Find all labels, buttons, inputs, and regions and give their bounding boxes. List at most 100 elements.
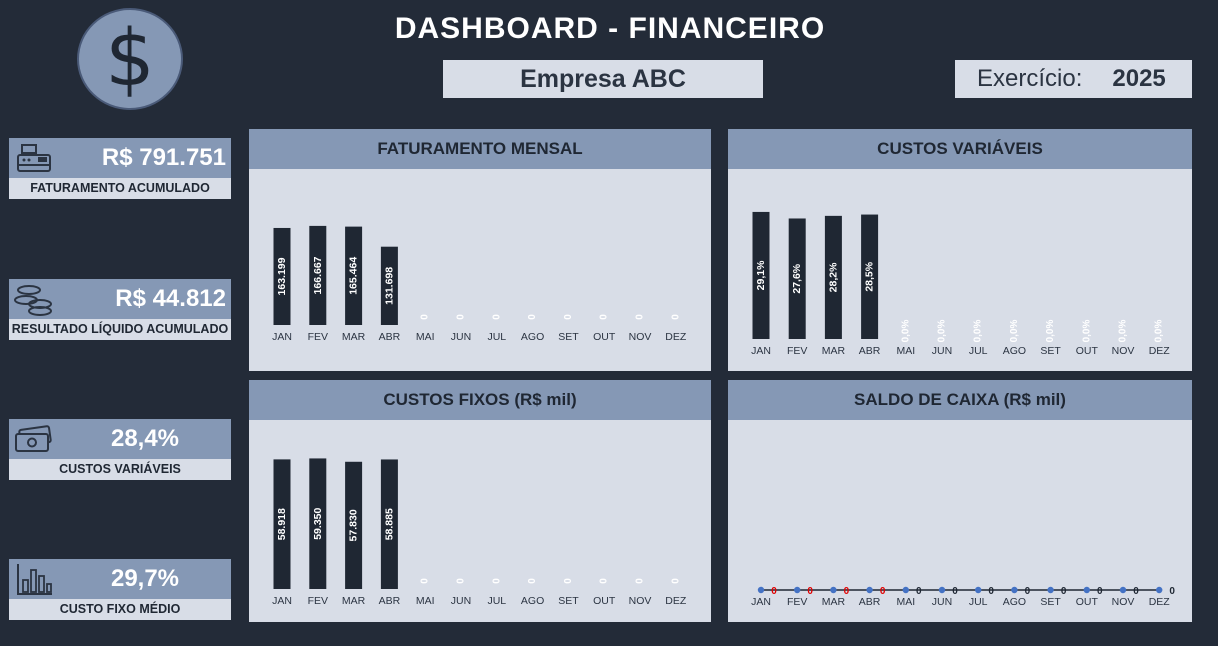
data-label: 0,0%: [900, 319, 911, 342]
x-tick-label: FEV: [308, 595, 328, 607]
data-label: 0: [1169, 586, 1175, 597]
data-label: 0,0%: [1009, 319, 1020, 342]
point-mai: [902, 586, 909, 594]
bar-abr: [380, 246, 398, 325]
x-tick-label: OUT: [1076, 596, 1099, 608]
data-label: 0,0%: [1154, 319, 1165, 342]
page-title: DASHBOARD - FINANCEIRO: [394, 12, 826, 45]
point-dez: [1156, 586, 1163, 594]
x-tick-label: MAR: [822, 596, 846, 608]
x-tick-label: SET: [558, 595, 579, 607]
kpi-label: CUSTOS VARIÁVEIS: [9, 459, 231, 480]
chart-title: FATURAMENTO MENSAL: [249, 129, 711, 169]
chart-custos-variaveis: CUSTOS VARIÁVEIS 29,1% JAN 27,6% FEV 28,2% MA…: [728, 129, 1192, 371]
chart-faturamento-plot: 163.199 JAN 166.667 FEV 165.464 MAR 131.698 ABR…: [272, 225, 687, 343]
data-label: 0: [563, 578, 574, 584]
bar-mar: [345, 226, 363, 325]
point-mar: [830, 586, 837, 594]
coins-icon: [14, 285, 52, 316]
data-label: 0: [420, 314, 431, 320]
x-tick-label: SET: [1040, 345, 1061, 357]
x-tick-label: JUN: [932, 596, 952, 608]
kpi-card-custos-variaveis: 28,4% CUSTOS VARIÁVEIS: [9, 419, 231, 480]
data-label: 0: [916, 586, 922, 597]
data-label: 29,1%: [755, 260, 767, 290]
point-nov: [1119, 586, 1127, 594]
chart-custos-fixos-plot: 58.918 JAN 59.350 FEV 57.830 MAR 58.885 ABR 0 MAI…: [272, 458, 687, 607]
x-tick-label: MAI: [416, 331, 435, 343]
data-label: 59.350: [312, 508, 324, 540]
banknote-icon: [15, 425, 52, 452]
point-abr: [866, 586, 873, 594]
x-tick-label: ABR: [379, 331, 401, 343]
x-tick-label: MAI: [896, 596, 915, 608]
bar-jan: [273, 227, 291, 325]
point-set: [1047, 586, 1054, 594]
x-tick-label: ABR: [379, 595, 401, 607]
data-label: 28,5%: [864, 261, 876, 291]
x-tick-label: FEV: [787, 345, 807, 357]
chart-title: CUSTOS FIXOS (R$ mil): [249, 380, 711, 420]
point-jan: [757, 586, 765, 594]
bar-jan: [752, 211, 770, 339]
bar-fev: [309, 225, 327, 325]
data-label: 0: [527, 314, 538, 320]
point-ago: [1011, 586, 1018, 594]
data-label: 0: [670, 578, 681, 584]
data-label: 27,6%: [791, 263, 803, 293]
x-tick-label: JAN: [751, 596, 771, 608]
data-label: 28,2%: [827, 262, 839, 292]
data-label: 0: [599, 314, 610, 320]
x-tick-label: DEZ: [1149, 345, 1171, 357]
x-tick-label: AGO: [521, 595, 544, 607]
x-tick-label: NOV: [1112, 596, 1135, 608]
bar-fev: [309, 458, 327, 589]
x-tick-label: SET: [1040, 596, 1061, 608]
x-tick-label: OUT: [1076, 345, 1099, 357]
x-tick-label: DEZ: [665, 595, 687, 607]
x-tick-label: NOV: [629, 331, 652, 343]
kpi-value: R$ 791.751: [101, 144, 226, 171]
data-label: 0: [635, 314, 646, 320]
data-label: 0: [1025, 586, 1031, 597]
kpi-label: CUSTO FIXO MÉDIO: [9, 599, 231, 620]
point-jun: [938, 586, 946, 594]
x-tick-label: NOV: [1112, 345, 1135, 357]
data-label: 0: [807, 586, 813, 597]
data-label: 58.885: [383, 508, 395, 540]
kpi-value: R$ 44.812: [115, 285, 226, 312]
data-label: 0: [563, 314, 574, 320]
fiscal-year-label: Exercício:: [977, 65, 1083, 92]
x-tick-label: JAN: [272, 331, 292, 343]
x-tick-label: MAI: [896, 345, 915, 357]
data-label: 0: [670, 314, 681, 320]
x-tick-label: JUN: [451, 595, 471, 607]
data-label: 0,0%: [1081, 319, 1092, 342]
x-tick-label: ABR: [859, 596, 881, 608]
kpi-card-faturamento: R$ 791.751 FATURAMENTO ACUMULADO: [9, 138, 231, 199]
cash-register-icon: [17, 144, 51, 172]
chart-custos-fixos: CUSTOS FIXOS (R$ mil) 58.918 JAN 59.350 FEV…: [249, 380, 711, 622]
bar-abr: [861, 214, 879, 339]
x-tick-label: ABR: [859, 345, 881, 357]
kpi-label: FATURAMENTO ACUMULADO: [9, 178, 231, 199]
data-label: 0: [880, 586, 886, 597]
chart-title: CUSTOS VARIÁVEIS: [728, 129, 1192, 169]
data-label: 163.199: [276, 257, 288, 295]
data-label: 57.830: [348, 509, 360, 541]
chart-title: SALDO DE CAIXA (R$ mil): [728, 380, 1192, 420]
data-label: 0: [456, 578, 467, 584]
kpi-card-custo-fixo: 29,7% CUSTO FIXO MÉDIO: [9, 559, 231, 620]
x-tick-label: JUN: [451, 331, 471, 343]
data-label: 0: [491, 314, 502, 320]
x-tick-label: NOV: [629, 595, 652, 607]
x-tick-label: JAN: [751, 345, 771, 357]
kpi-value: 28,4%: [110, 425, 180, 452]
data-label: 0: [771, 586, 777, 597]
data-label: 0: [844, 586, 850, 597]
data-label: 0: [1133, 586, 1139, 597]
x-tick-label: JUL: [487, 595, 506, 607]
chart-saldo-caixa: SALDO DE CAIXA (R$ mil) 0 JAN 0 FEV 0 MAR 0 ABR…: [728, 380, 1192, 622]
bar-abr: [380, 459, 398, 589]
data-label: 0,0%: [1045, 319, 1056, 342]
